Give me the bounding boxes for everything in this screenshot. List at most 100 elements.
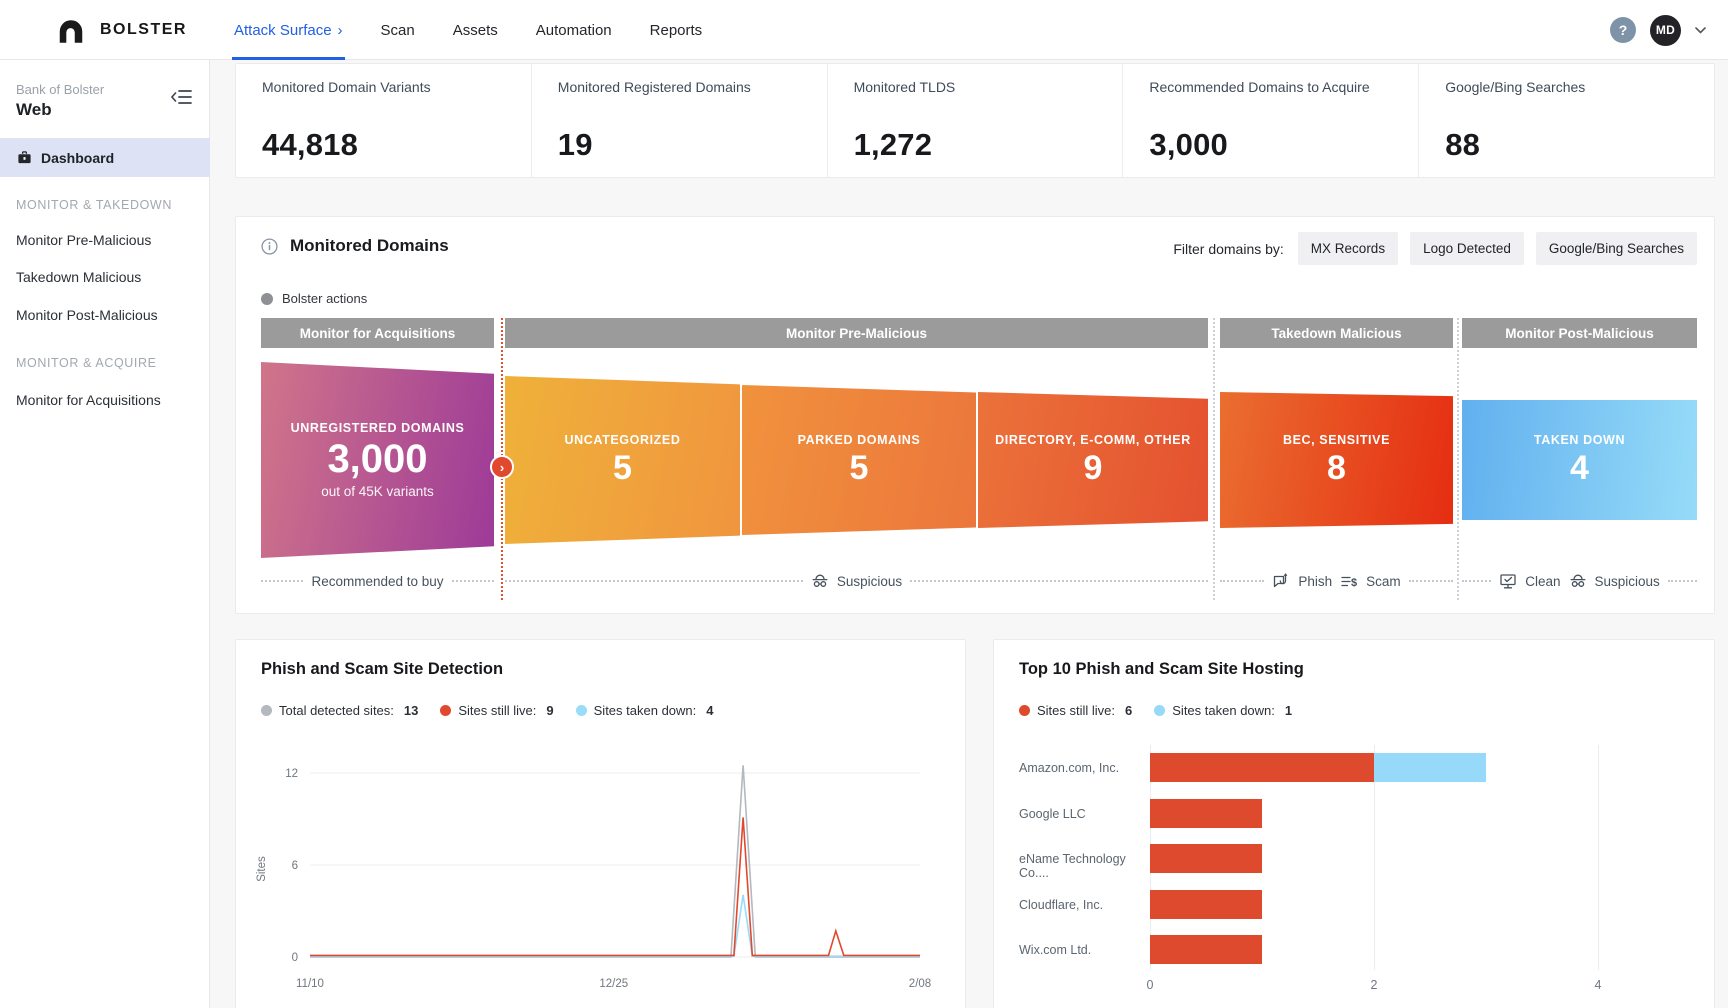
svg-text:0: 0	[292, 952, 298, 964]
funnel-block-unregistered-domains[interactable]: UNREGISTERED DOMAINS 3,000 out of 45K va…	[261, 362, 494, 558]
svg-text:12/25: 12/25	[599, 978, 628, 990]
detection-line-chart[interactable]: 12 6 0 Sites 11/10 12/25 2/08	[245, 735, 955, 1005]
x-tick-label: 2	[1371, 978, 1378, 992]
filter-mx-records-button[interactable]: MX Records	[1298, 232, 1398, 265]
legend-item: Total detected sites:13	[261, 703, 418, 718]
legend-item: Sites still live:6	[1019, 703, 1132, 718]
bar-segment-sites-taken-down[interactable]	[1374, 753, 1486, 782]
sidebar-item-monitor-pre-malicious[interactable]: Monitor Pre-Malicious	[16, 232, 151, 248]
legend-dot	[1019, 705, 1030, 716]
legend-item: Sites taken down:4	[576, 703, 714, 718]
stage-header-monitor-post-malicious: Monitor Post-Malicious	[1462, 318, 1697, 348]
main-nav: Attack Surface› Scan Assets Automation R…	[234, 0, 702, 60]
stage-header-monitor-for-acquisitions: Monitor for Acquisitions	[261, 318, 494, 348]
monitored-domains-title: Monitored Domains	[290, 236, 449, 256]
funnel-block-bec-sensitive[interactable]: BEC, SENSITIVE 8	[1220, 392, 1453, 528]
suspicious-icon	[811, 573, 829, 590]
funnel-block-parked-domains[interactable]: PARKED DOMAINS 5	[742, 385, 976, 535]
suspicious-icon	[1569, 573, 1587, 590]
sidebar: Bank of Bolster Web Dashboard MONITOR & …	[0, 60, 210, 1008]
funnel-next-stage-icon[interactable]: ›	[490, 455, 514, 479]
sidebar-section-monitor-takedown: MONITOR & TAKEDOWN	[16, 198, 172, 212]
nav-item-assets[interactable]: Assets	[453, 0, 498, 60]
avatar[interactable]: MD	[1650, 15, 1681, 46]
svg-text:Sites: Sites	[256, 856, 268, 882]
bar-category-label: Wix.com Ltd.	[1019, 943, 1134, 957]
stats-summary-card: Monitored Domain Variants 44,818 Monitor…	[235, 63, 1715, 178]
detection-chart-legend: Total detected sites:13 Sites still live:…	[261, 703, 714, 718]
svg-text:6: 6	[292, 860, 298, 872]
chevron-down-icon[interactable]	[1695, 27, 1706, 34]
funnel-block-directory-ecomm-other[interactable]: DIRECTORY, E-COMM, OTHER 9	[978, 392, 1208, 528]
nav-item-attack-surface[interactable]: Attack Surface›	[234, 0, 343, 60]
svg-text:$: $	[1351, 577, 1357, 589]
hosting-chart-title: Top 10 Phish and Scam Site Hosting	[1019, 660, 1304, 679]
bar-category-label: eName Technology Co....	[1019, 852, 1134, 880]
bolster-dashboard: BOLSTER Attack Surface› Scan Assets Auto…	[0, 0, 1728, 1008]
bolster-actions-dot	[261, 293, 273, 305]
svg-text:11/10: 11/10	[296, 978, 324, 990]
stat-monitored-domain-variants: Monitored Domain Variants 44,818	[236, 64, 531, 177]
funnel-block-taken-down[interactable]: TAKEN DOWN 4	[1462, 400, 1697, 520]
brand[interactable]: BOLSTER	[56, 0, 187, 60]
clean-icon	[1499, 573, 1517, 590]
sidebar-item-monitor-for-acquisitions[interactable]: Monitor for Acquisitions	[16, 392, 161, 408]
stage-separator	[1213, 318, 1215, 600]
legend-dot	[261, 705, 272, 716]
stat-monitored-tlds: Monitored TLDS 1,272	[827, 64, 1123, 177]
bar-category-label: Google LLC	[1019, 807, 1134, 821]
footer-monitor-pre-malicious: Suspicious	[505, 570, 1208, 592]
sidebar-item-takedown-malicious[interactable]: Takedown Malicious	[16, 269, 141, 285]
stat-monitored-registered-domains: Monitored Registered Domains 19	[531, 64, 827, 177]
stage-header-monitor-pre-malicious: Monitor Pre-Malicious	[505, 318, 1208, 348]
legend-dot	[440, 705, 451, 716]
footer-monitor-for-acquisitions: Recommended to buy	[261, 570, 494, 592]
hosting-bar-chart[interactable]: 0 2 4 Amazon.com, Inc. Google LLC eName Techn…	[1019, 745, 1689, 1000]
monitored-domains-header: Monitored Domains	[261, 236, 449, 256]
bar-segment-sites-still-live[interactable]	[1150, 844, 1262, 873]
hosting-chart-legend: Sites still live:6Sites taken down:1	[1019, 703, 1292, 718]
funnel-block-uncategorized[interactable]: UNCATEGORIZED 5	[505, 376, 740, 544]
sidebar-item-monitor-post-malicious[interactable]: Monitor Post-Malicious	[16, 307, 158, 323]
sidebar-section-monitor-acquire: MONITOR & ACQUIRE	[16, 356, 157, 370]
bolster-logo-icon	[56, 18, 86, 43]
bar-segment-sites-still-live[interactable]	[1150, 890, 1262, 919]
svg-text:12: 12	[285, 768, 298, 780]
x-tick-label: 4	[1595, 978, 1602, 992]
legend-dot	[1154, 705, 1165, 716]
dashboard-icon	[17, 150, 32, 165]
detection-chart-title: Phish and Scam Site Detection	[261, 660, 503, 679]
nav-item-reports[interactable]: Reports	[650, 0, 703, 60]
workspace-name: Web	[16, 100, 52, 120]
domain-filters: Filter domains by: MX Records Logo Detec…	[1173, 232, 1697, 265]
help-icon[interactable]: ?	[1610, 17, 1636, 43]
scam-icon: $	[1340, 573, 1358, 590]
nav-right: ? MD	[1610, 0, 1706, 60]
nav-item-scan[interactable]: Scan	[381, 0, 415, 60]
svg-text:2/08: 2/08	[909, 978, 931, 990]
info-icon[interactable]	[261, 238, 278, 255]
sidebar-item-dashboard[interactable]: Dashboard	[0, 138, 210, 177]
filter-google-bing-button[interactable]: Google/Bing Searches	[1536, 232, 1697, 265]
legend-item: Sites still live:9	[440, 703, 553, 718]
phish-icon	[1272, 573, 1290, 590]
bar-segment-sites-still-live[interactable]	[1150, 935, 1262, 964]
filter-logo-detected-button[interactable]: Logo Detected	[1410, 232, 1524, 265]
bar-category-label: Amazon.com, Inc.	[1019, 761, 1134, 775]
bar-segment-sites-still-live[interactable]	[1150, 753, 1374, 782]
legend-dot	[576, 705, 587, 716]
bolster-actions-legend: Bolster actions	[261, 291, 367, 306]
brand-name: BOLSTER	[100, 21, 187, 39]
stage-separator	[1457, 318, 1459, 600]
org-name: Bank of Bolster	[16, 82, 104, 97]
bar-segment-sites-still-live[interactable]	[1150, 799, 1262, 828]
nav-item-automation[interactable]: Automation	[536, 0, 612, 60]
x-tick-label: 0	[1147, 978, 1154, 992]
filter-label: Filter domains by:	[1173, 241, 1283, 257]
stage-header-takedown-malicious: Takedown Malicious	[1220, 318, 1453, 348]
footer-takedown-malicious: Phish $ Scam	[1220, 570, 1453, 592]
top-navbar: BOLSTER Attack Surface› Scan Assets Auto…	[0, 0, 1728, 60]
stat-recommended-domains: Recommended Domains to Acquire 3,000	[1122, 64, 1418, 177]
bar-category-label: Cloudflare, Inc.	[1019, 898, 1134, 912]
sidebar-collapse-icon[interactable]	[171, 88, 193, 106]
